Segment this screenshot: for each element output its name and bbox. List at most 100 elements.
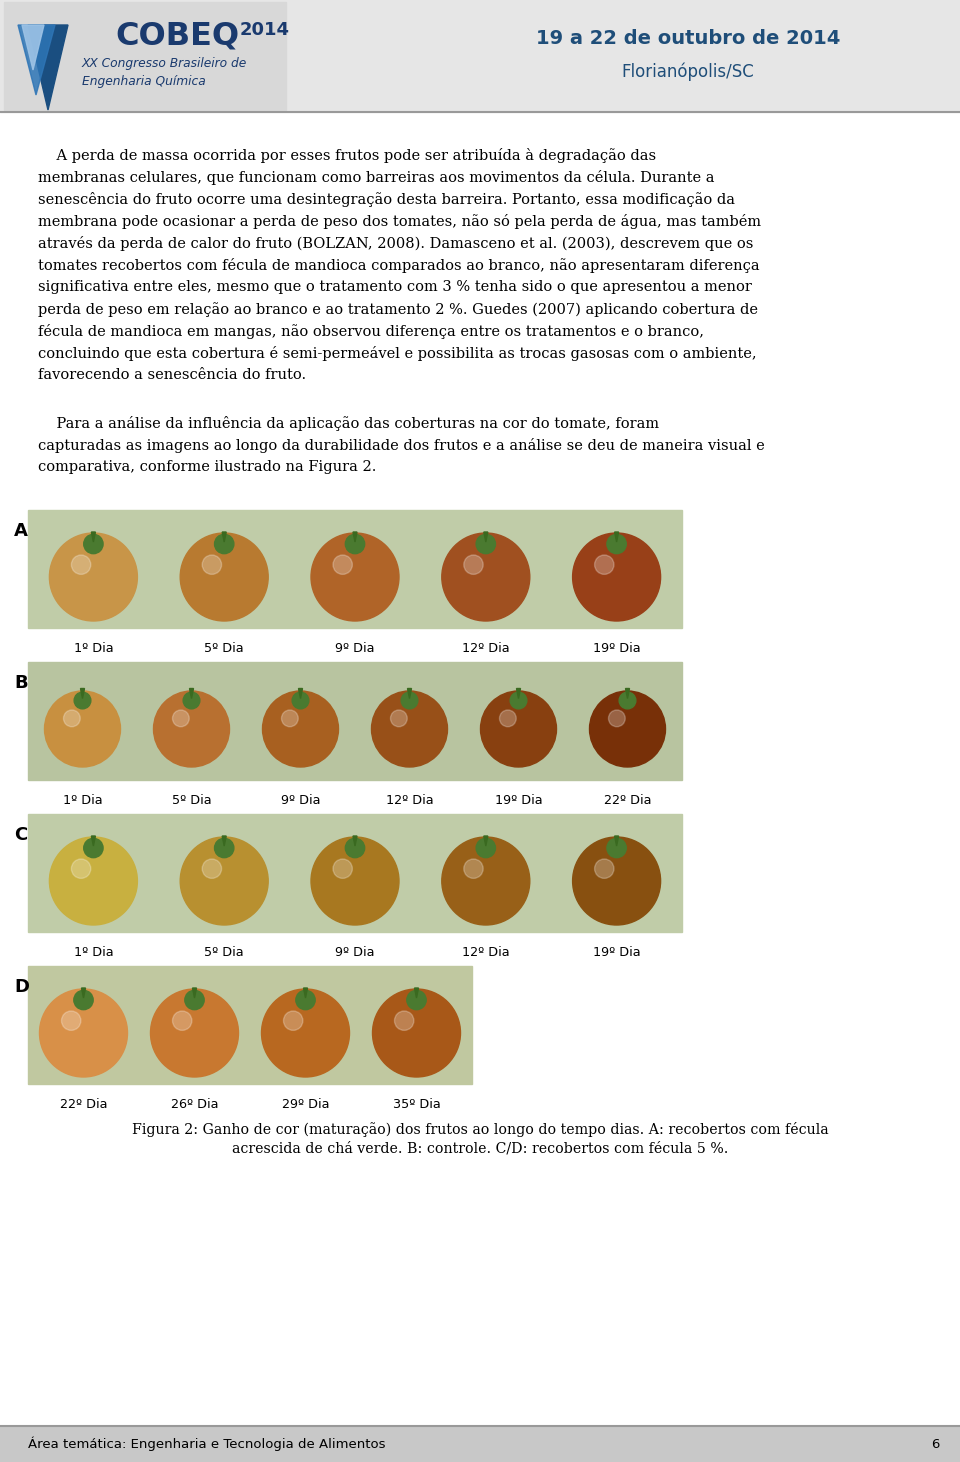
- Circle shape: [49, 838, 137, 925]
- Circle shape: [442, 838, 530, 925]
- Text: 9º Dia: 9º Dia: [335, 642, 374, 655]
- Circle shape: [510, 692, 527, 709]
- Circle shape: [395, 1012, 414, 1031]
- Text: 1º Dia: 1º Dia: [74, 946, 113, 959]
- Text: comparativa, conforme ilustrado na Figura 2.: comparativa, conforme ilustrado na Figur…: [38, 461, 376, 474]
- Text: B: B: [14, 674, 28, 692]
- Bar: [28, 814, 682, 931]
- Text: 35º Dia: 35º Dia: [393, 1098, 441, 1111]
- Circle shape: [84, 534, 103, 554]
- Text: Área temática: Engenharia e Tecnologia de Alimentos: Área temática: Engenharia e Tecnologia d…: [28, 1437, 386, 1452]
- Circle shape: [464, 556, 483, 575]
- Text: 1º Dia: 1º Dia: [74, 642, 113, 655]
- Circle shape: [607, 838, 626, 858]
- Text: 5º Dia: 5º Dia: [172, 794, 211, 807]
- Circle shape: [151, 988, 238, 1077]
- Polygon shape: [353, 836, 357, 846]
- Circle shape: [296, 990, 315, 1010]
- Text: COBEQ: COBEQ: [115, 20, 239, 51]
- Circle shape: [74, 692, 91, 709]
- Circle shape: [311, 534, 399, 621]
- Text: capturadas as imagens ao longo da durabilidade dos frutos e a análise se deu de : capturadas as imagens ao longo da durabi…: [38, 439, 765, 453]
- Text: 9º Dia: 9º Dia: [335, 946, 374, 959]
- Circle shape: [281, 711, 299, 727]
- Text: 22º Dia: 22º Dia: [604, 794, 651, 807]
- Bar: [0, 1425, 960, 1462]
- Circle shape: [154, 692, 229, 768]
- Text: 22º Dia: 22º Dia: [60, 1098, 108, 1111]
- Polygon shape: [22, 25, 44, 70]
- Circle shape: [619, 692, 636, 709]
- Polygon shape: [626, 689, 630, 699]
- Text: D: D: [14, 978, 29, 996]
- Text: 19º Dia: 19º Dia: [494, 794, 542, 807]
- Circle shape: [214, 534, 234, 554]
- Text: 12º Dia: 12º Dia: [462, 642, 510, 655]
- Bar: [28, 966, 472, 1083]
- Circle shape: [74, 990, 93, 1010]
- Circle shape: [44, 692, 121, 768]
- Circle shape: [39, 988, 128, 1077]
- Circle shape: [594, 860, 614, 879]
- Text: 19 a 22 de outubro de 2014: 19 a 22 de outubro de 2014: [536, 28, 840, 47]
- Text: fécula de mandioca em mangas, não observou diferença entre os tratamentos e o br: fécula de mandioca em mangas, não observ…: [38, 325, 704, 339]
- Circle shape: [481, 692, 557, 768]
- Text: perda de peso em relação ao branco e ao tratamento 2 %. Guedes (2007) aplicando : perda de peso em relação ao branco e ao …: [38, 303, 758, 317]
- Circle shape: [173, 1012, 192, 1031]
- Text: membranas celulares, que funcionam como barreiras aos movimentos da célula. Dura: membranas celulares, que funcionam como …: [38, 170, 714, 186]
- Circle shape: [61, 1012, 81, 1031]
- Circle shape: [442, 534, 530, 621]
- Circle shape: [71, 556, 91, 575]
- Circle shape: [407, 990, 426, 1010]
- Polygon shape: [614, 532, 618, 542]
- Bar: [0, 0, 960, 113]
- Bar: [4, 1, 286, 110]
- Circle shape: [311, 838, 399, 925]
- Circle shape: [401, 692, 418, 709]
- Polygon shape: [81, 689, 84, 699]
- Text: 19º Dia: 19º Dia: [592, 642, 640, 655]
- Text: acrescida de chá verde. B: controle. C/D: recobertos com fécula 5 %.: acrescida de chá verde. B: controle. C/D…: [231, 1142, 729, 1156]
- Polygon shape: [222, 836, 227, 846]
- Polygon shape: [82, 988, 85, 999]
- Polygon shape: [353, 532, 357, 542]
- Circle shape: [391, 711, 407, 727]
- Circle shape: [609, 711, 625, 727]
- Polygon shape: [91, 836, 95, 846]
- Circle shape: [173, 711, 189, 727]
- Polygon shape: [484, 836, 488, 846]
- Circle shape: [594, 556, 614, 575]
- Circle shape: [84, 838, 103, 858]
- Polygon shape: [91, 532, 95, 542]
- Text: 26º Dia: 26º Dia: [171, 1098, 218, 1111]
- Text: concluindo que esta cobertura é semi-permeável e possibilita as trocas gasosas c: concluindo que esta cobertura é semi-per…: [38, 346, 756, 361]
- Text: 9º Dia: 9º Dia: [280, 794, 321, 807]
- Text: 6: 6: [931, 1437, 939, 1450]
- Polygon shape: [614, 836, 618, 846]
- Circle shape: [589, 692, 665, 768]
- Text: tomates recobertos com fécula de mandioca comparados ao branco, não apresentaram: tomates recobertos com fécula de mandioc…: [38, 257, 759, 273]
- Text: Figura 2: Ganho de cor (maturação) dos frutos ao longo do tempo dias. A: recober: Figura 2: Ganho de cor (maturação) dos f…: [132, 1121, 828, 1137]
- Text: A: A: [14, 522, 28, 539]
- Text: significativa entre eles, mesmo que o tratamento com 3 % tenha sido o que aprese: significativa entre eles, mesmo que o tr…: [38, 281, 752, 294]
- Text: membrana pode ocasionar a perda de peso dos tomates, não só pela perda de água, : membrana pode ocasionar a perda de peso …: [38, 213, 761, 230]
- Circle shape: [283, 1012, 302, 1031]
- Circle shape: [262, 692, 339, 768]
- Circle shape: [333, 556, 352, 575]
- Text: senescência do fruto ocorre uma desintegração desta barreira. Portanto, essa mod: senescência do fruto ocorre uma desinteg…: [38, 192, 735, 208]
- Circle shape: [607, 534, 626, 554]
- Circle shape: [476, 838, 495, 858]
- Circle shape: [261, 988, 349, 1077]
- Circle shape: [499, 711, 516, 727]
- Text: 2014: 2014: [240, 20, 290, 39]
- Bar: [28, 510, 682, 629]
- Polygon shape: [193, 988, 197, 999]
- Text: 12º Dia: 12º Dia: [386, 794, 433, 807]
- Text: Engenharia Química: Engenharia Química: [82, 76, 205, 89]
- Polygon shape: [516, 689, 520, 699]
- Polygon shape: [299, 689, 302, 699]
- Circle shape: [572, 534, 660, 621]
- Circle shape: [476, 534, 495, 554]
- Circle shape: [372, 692, 447, 768]
- Text: 5º Dia: 5º Dia: [204, 642, 244, 655]
